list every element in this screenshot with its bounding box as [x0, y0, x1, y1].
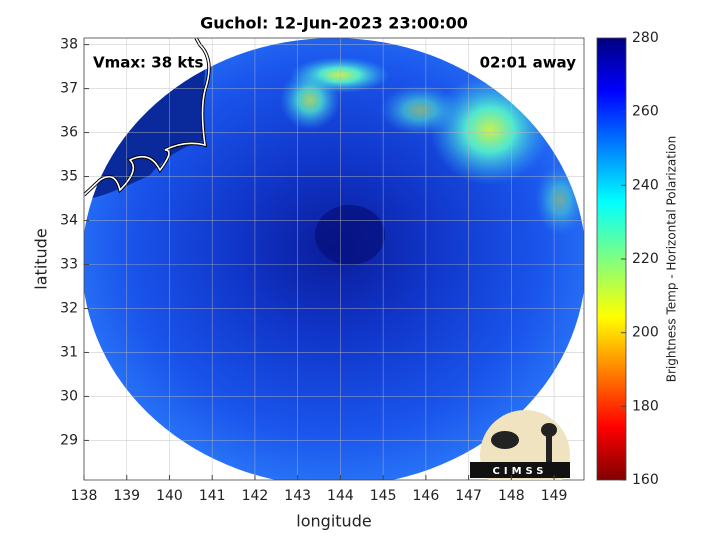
y-tick-label: 32: [60, 300, 78, 316]
x-tick-label: 148: [498, 488, 525, 504]
colorbar-tick-label: 280: [632, 30, 659, 46]
colorbar-tick-label: 160: [632, 472, 659, 488]
y-tick-label: 36: [60, 125, 78, 141]
y-tick-label: 38: [60, 37, 78, 53]
x-tick-label: 138: [71, 488, 98, 504]
x-tick-label: 149: [541, 488, 568, 504]
x-tick-label: 146: [413, 488, 440, 504]
logo-text: CIMSS: [493, 466, 548, 477]
y-tick-label: 37: [60, 81, 78, 97]
y-tick-label: 35: [60, 169, 78, 185]
colorbar-tick-label: 220: [632, 251, 659, 267]
x-tick-label: 145: [370, 488, 397, 504]
cimss-logo: CIMSS: [470, 410, 570, 480]
colorbar-tick-label: 260: [632, 104, 659, 120]
x-tick-label: 142: [242, 488, 269, 504]
colorbar-tick-label: 200: [632, 325, 659, 341]
x-tick-label: 139: [113, 488, 140, 504]
y-tick-label: 34: [60, 213, 78, 229]
colorbar-tick-label: 180: [632, 398, 659, 414]
y-tick-label: 30: [60, 388, 78, 404]
plot-frame: [83, 37, 585, 481]
x-tick-label: 147: [455, 488, 482, 504]
x-axis-label: longitude: [296, 512, 371, 531]
colorbar-tick-label: 240: [632, 177, 659, 193]
x-tick-label: 143: [284, 488, 311, 504]
time-away-label: 02:01 away: [480, 54, 577, 72]
x-tick-label: 140: [156, 488, 183, 504]
vmax-label: Vmax: 38 kts: [93, 54, 203, 72]
y-tick-label: 33: [60, 256, 78, 272]
x-tick-label: 144: [327, 488, 354, 504]
colorbar-label: Brightness Temp - Horizontal Polarizatio…: [665, 136, 679, 383]
y-axis-label: latitude: [32, 228, 51, 289]
x-tick-label: 141: [199, 488, 226, 504]
chart-title: Guchol: 12-Jun-2023 23:00:00: [200, 14, 468, 33]
y-tick-label: 29: [60, 432, 78, 448]
y-tick-label: 31: [60, 344, 78, 360]
